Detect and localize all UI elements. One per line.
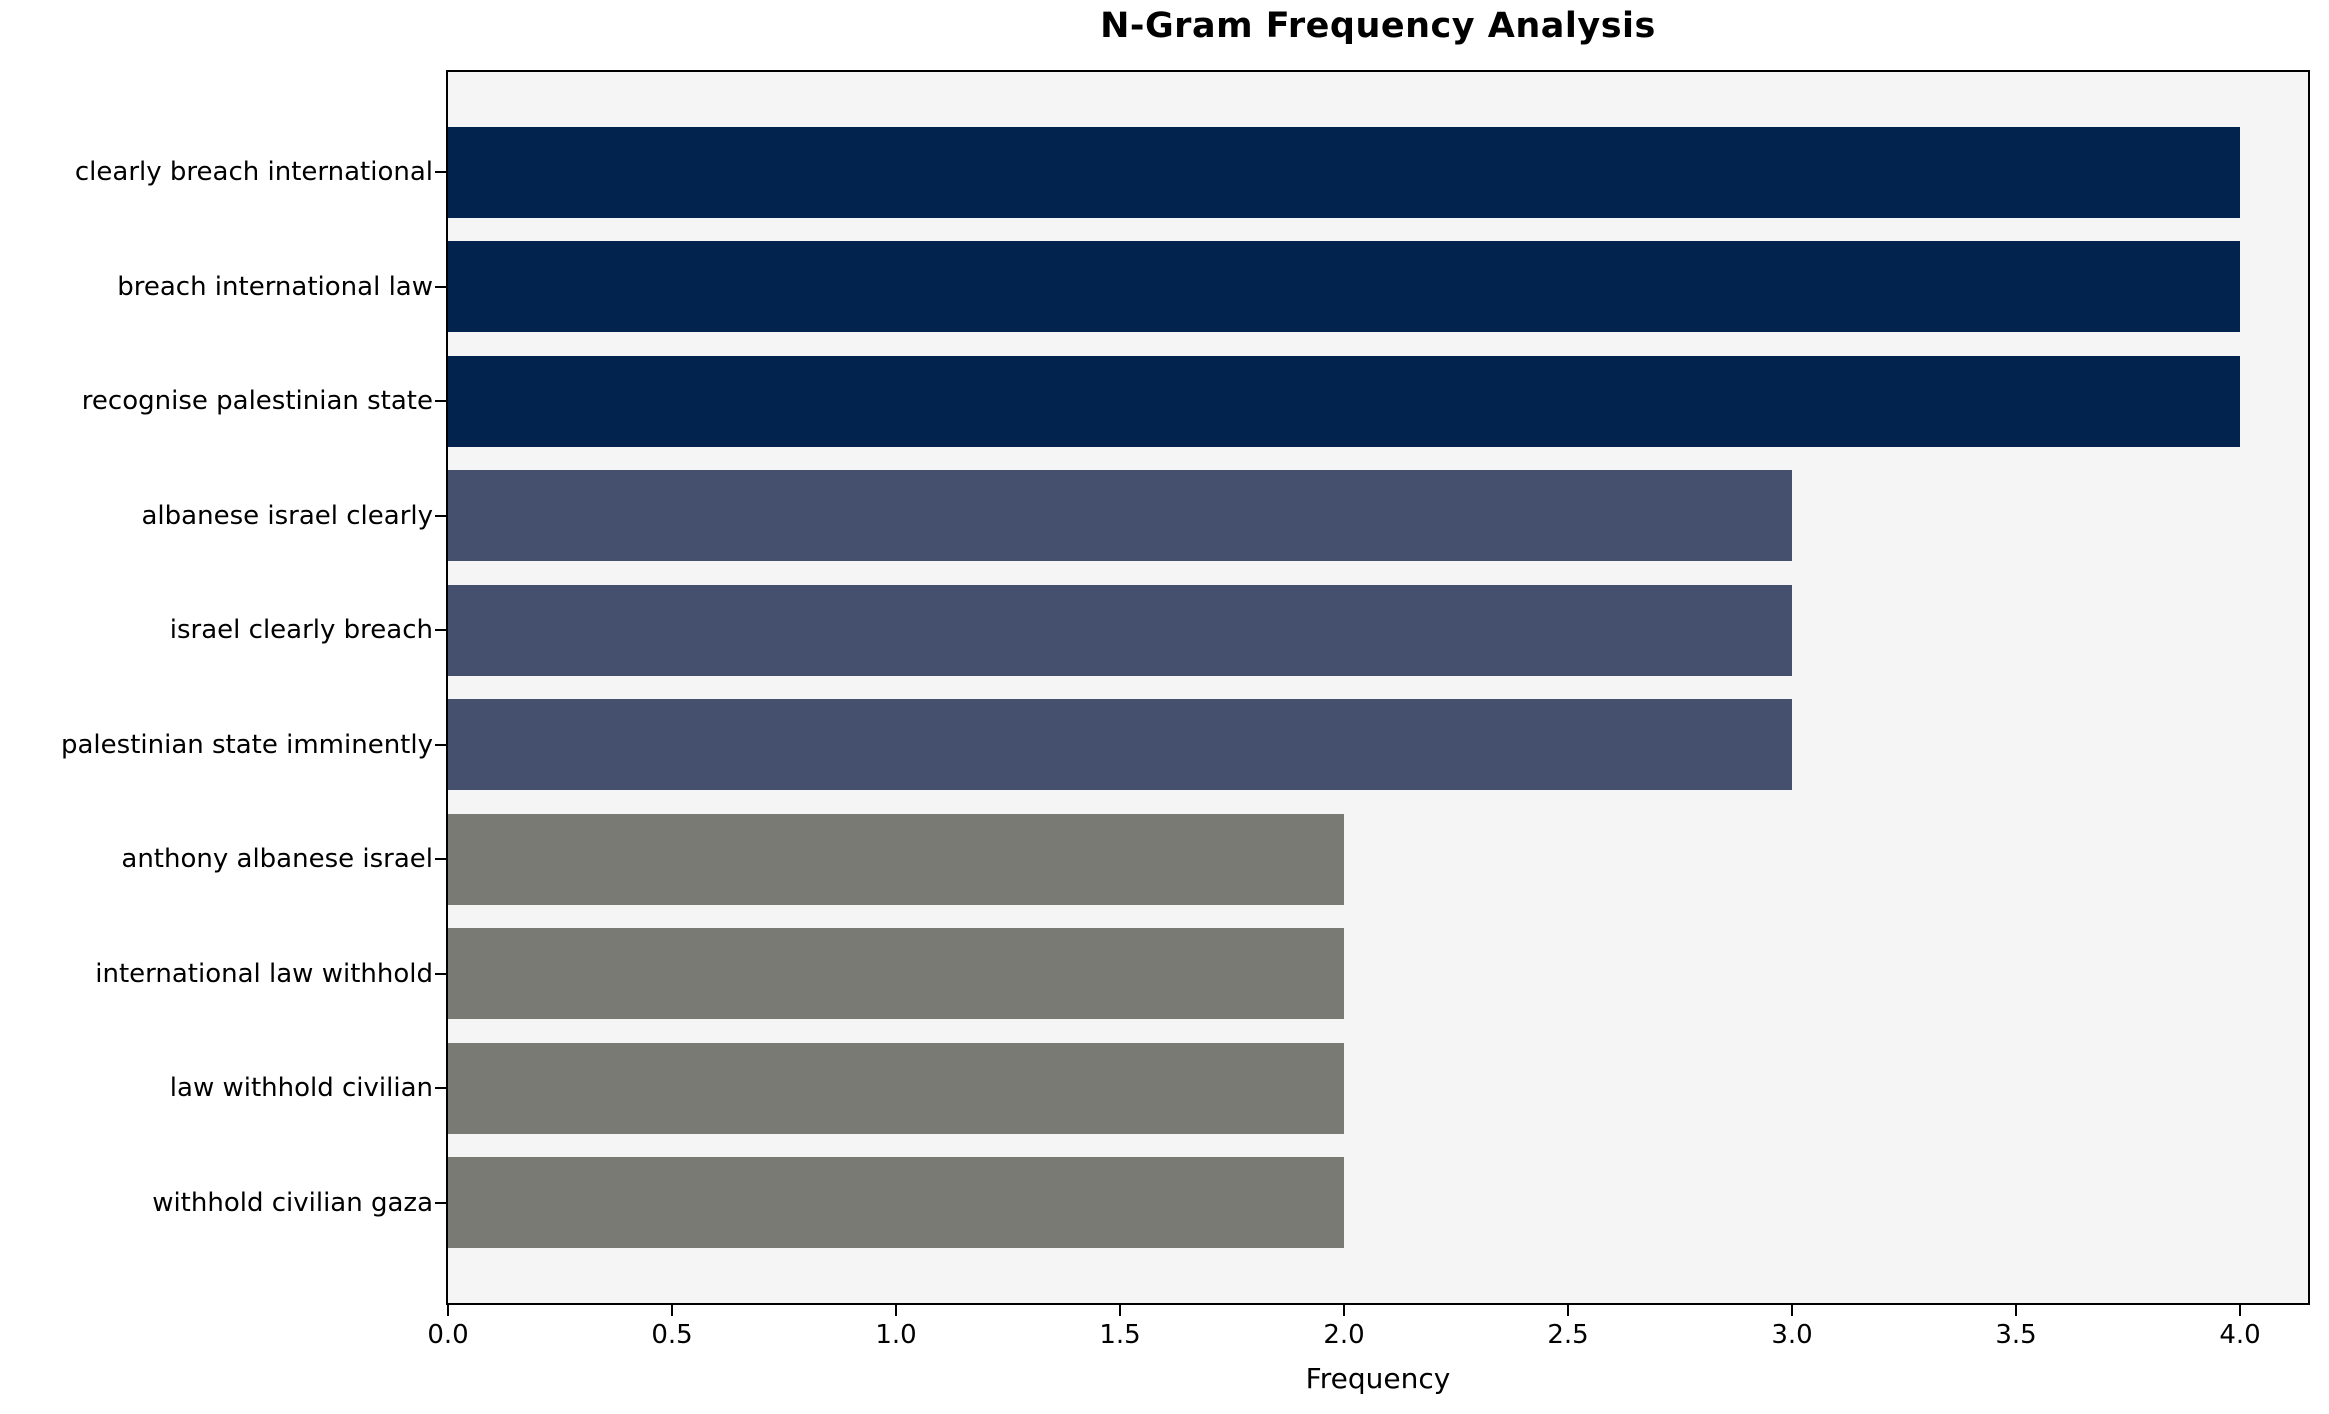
- x-tick-label: 1.0: [875, 1320, 917, 1350]
- x-tick-label: 2.5: [1547, 1320, 1589, 1350]
- category-label: anthony albanese israel: [121, 844, 433, 874]
- x-tick-mark: [1119, 1305, 1121, 1316]
- y-tick-mark: [435, 171, 446, 173]
- category-label: international law withhold: [95, 958, 433, 989]
- category-label: recognise palestinian state: [81, 386, 433, 416]
- bar: [448, 928, 1344, 1019]
- category-label: israel clearly breach: [169, 615, 433, 645]
- bar: [448, 355, 2240, 447]
- plot-area: [446, 70, 2310, 1305]
- category-label: albanese israel clearly: [141, 500, 434, 531]
- x-tick-label: 3.5: [1995, 1320, 2037, 1350]
- y-tick-mark: [435, 858, 446, 860]
- category-label: palestinian state imminently: [61, 729, 433, 760]
- y-tick-mark: [435, 285, 446, 288]
- bar: [448, 813, 1344, 905]
- y-tick-mark: [435, 400, 446, 402]
- chart-title: N-Gram Frequency Analysis: [1100, 6, 1656, 46]
- bar: [448, 1042, 1344, 1134]
- y-tick-mark: [435, 629, 446, 631]
- x-tick-mark: [2239, 1305, 2241, 1316]
- x-tick-label: 3.0: [1771, 1320, 1813, 1350]
- y-tick-mark: [435, 514, 446, 517]
- bar: [448, 126, 2240, 218]
- bar: [448, 241, 2240, 332]
- category-label: law withhold civilian: [169, 1073, 433, 1103]
- bar: [448, 584, 1792, 676]
- x-tick-mark: [1567, 1305, 1569, 1316]
- y-tick-mark: [435, 1087, 446, 1089]
- x-tick-mark: [1791, 1305, 1793, 1316]
- category-label: breach international law: [117, 271, 433, 302]
- y-tick-mark: [435, 972, 446, 975]
- y-tick-mark: [435, 743, 446, 746]
- y-axis-tick-labels: clearly breach international breach inter…: [0, 0, 433, 1414]
- category-label: clearly breach international: [74, 157, 433, 187]
- y-tick-mark: [435, 1201, 446, 1204]
- x-axis-label: Frequency: [1305, 1362, 1451, 1395]
- bar: [448, 470, 1792, 561]
- x-tick-label: 0.0: [427, 1320, 469, 1350]
- x-tick-mark: [447, 1305, 449, 1316]
- x-tick-mark: [671, 1305, 673, 1316]
- x-tick-label: 4.0: [2219, 1320, 2261, 1350]
- category-label: withhold civilian gaza: [152, 1187, 433, 1218]
- bar: [448, 699, 1792, 790]
- x-tick-label: 1.5: [1099, 1320, 1141, 1350]
- x-tick-label: 2.0: [1323, 1320, 1365, 1350]
- x-tick-label: 0.5: [651, 1320, 693, 1350]
- x-tick-mark: [1343, 1305, 1345, 1316]
- bar: [448, 1157, 1344, 1248]
- x-tick-mark: [895, 1305, 897, 1316]
- x-tick-mark: [2015, 1305, 2017, 1316]
